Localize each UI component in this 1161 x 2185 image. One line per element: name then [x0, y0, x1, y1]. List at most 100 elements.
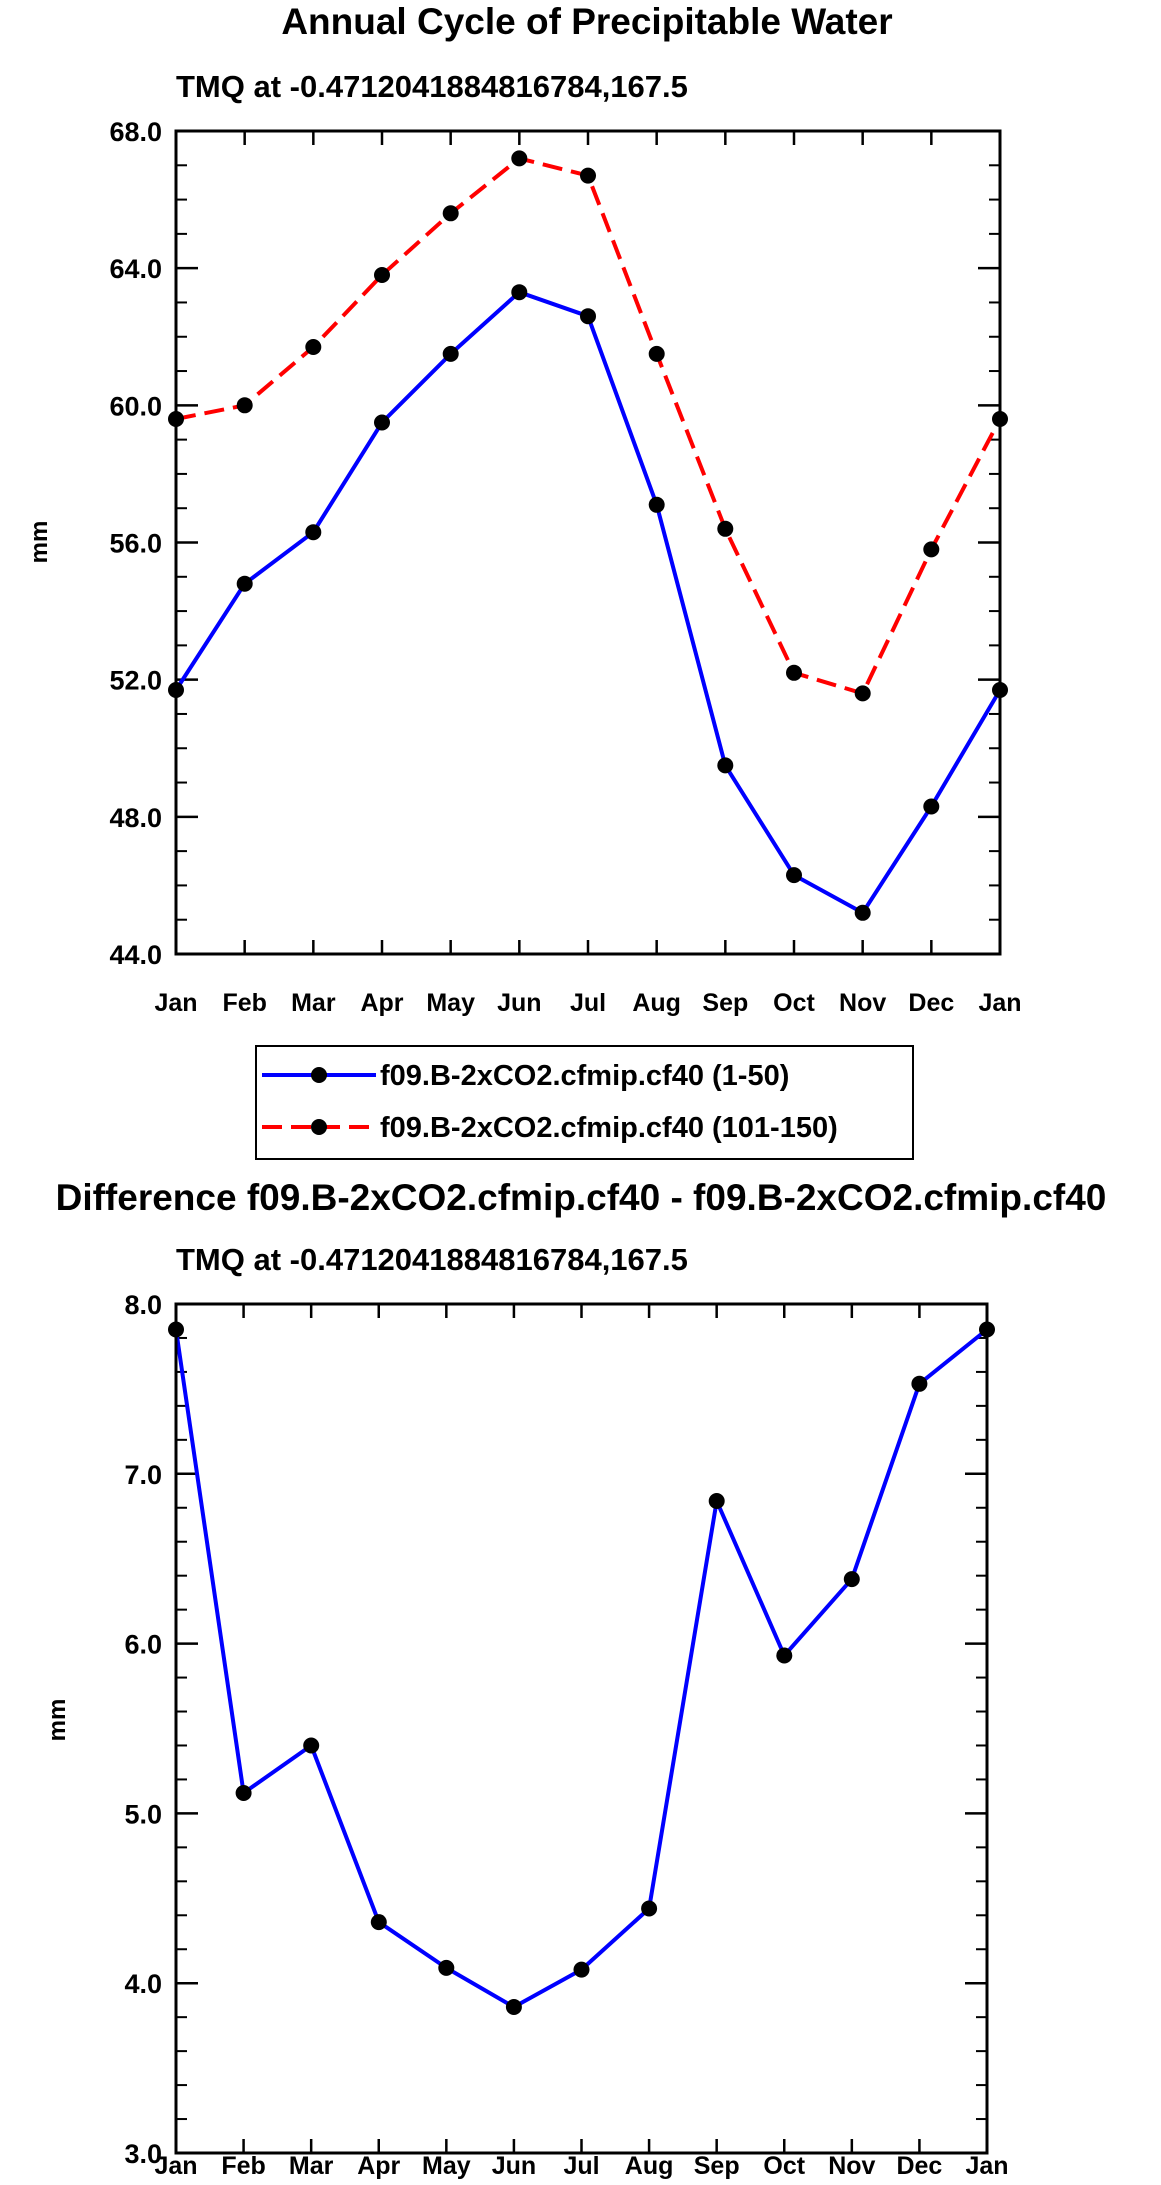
x-tick-label: Sep — [694, 2152, 740, 2180]
x-tick-label: May — [426, 989, 475, 1017]
chart-1-series-lines — [174, 156, 1002, 915]
data-point-s2-2 — [305, 339, 322, 355]
x-tick-label: Oct — [773, 989, 815, 1017]
data-point-s1-9 — [786, 867, 802, 884]
x-tick-label: Jun — [492, 2152, 536, 2180]
chart-1-ylabel: mm — [26, 521, 53, 564]
x-tick-label: Apr — [357, 2152, 400, 2180]
x-tick-label: Jul — [570, 989, 606, 1017]
series-line-2 — [175, 156, 1002, 696]
data-point-s1-3 — [374, 414, 390, 431]
data-point-s1-6 — [573, 1961, 590, 1978]
x-tick-label: Oct — [763, 2152, 805, 2180]
data-point-s1-3 — [370, 1914, 387, 1931]
y-tick-label: 5.0 — [124, 1799, 162, 1829]
chart-2-title: Difference f09.B-2xCO2.cfmip.cf40 - f09.… — [56, 1177, 1107, 1218]
data-point-s1-7 — [648, 496, 665, 513]
legend-marker-1 — [311, 1067, 327, 1083]
data-point-s2-11 — [923, 541, 940, 558]
y-tick-label: 3.0 — [124, 2139, 162, 2169]
x-tick-label: Jan — [965, 2152, 1008, 2180]
chart-2-series-points — [168, 1321, 995, 2015]
data-point-s1-8 — [717, 757, 734, 774]
x-tick-label: Jan — [154, 2152, 197, 2180]
x-tick-label: Nov — [828, 2152, 875, 2180]
x-tick-label: Aug — [632, 989, 681, 1017]
x-tick-label: Mar — [289, 2152, 334, 2180]
x-tick-label: Jan — [154, 989, 197, 1017]
data-point-s1-11 — [923, 798, 940, 815]
data-point-s2-3 — [374, 267, 390, 283]
x-tick-label: Jun — [497, 989, 541, 1017]
chart-1-legend: f09.B-2xCO2.cfmip.cf40 (1-50) f09.B-2xCO… — [255, 1045, 914, 1160]
x-tick-label: Dec — [908, 989, 954, 1017]
y-tick-label: 64.0 — [109, 254, 162, 284]
data-point-s1-1 — [235, 1785, 252, 1801]
y-tick-label: 44.0 — [109, 940, 162, 970]
x-tick-label: Sep — [702, 989, 748, 1017]
x-tick-label: Nov — [839, 989, 886, 1017]
legend-label-2: f09.B-2xCO2.cfmip.cf40 (101-150) — [380, 1112, 838, 1144]
chart-1-plot-frame — [174, 129, 1002, 956]
legend-box — [255, 1045, 914, 1160]
chart-1-x-tick-labels: Jan Feb Mar Apr May Jun Jul Aug Sep Oct Nov Dec Jan — [154, 989, 1021, 1017]
data-point-s1-11 — [911, 1375, 928, 1392]
data-point-s1-10 — [854, 904, 871, 921]
data-point-s2-8 — [717, 520, 734, 537]
chart-2: Difference f09.B-2xCO2.cfmip.cf40 - f09.… — [44, 1177, 1106, 2180]
x-tick-label: Apr — [360, 989, 403, 1017]
chart-2-plot-frame — [174, 1302, 989, 2155]
y-tick-label: 60.0 — [109, 391, 162, 421]
data-point-s1-9 — [776, 1647, 793, 1664]
x-tick-label: Jan — [978, 989, 1021, 1017]
data-point-s1-2 — [303, 1737, 320, 1754]
series-line-1 — [174, 290, 1002, 915]
chart-2-y-tick-labels: 3.0 4.0 5.0 6.0 7.0 8.0 — [124, 1290, 162, 2169]
data-point-s1-6 — [580, 308, 596, 325]
chart-1: Annual Cycle of Precipitable Water TMQ a… — [26, 1, 1022, 1160]
y-tick-label: 7.0 — [124, 1460, 162, 1490]
legend-marker-2 — [311, 1119, 327, 1135]
data-point-s1-2 — [305, 524, 322, 541]
x-tick-label: Aug — [625, 2152, 674, 2180]
data-point-s1-7 — [641, 1900, 658, 1917]
y-tick-label: 48.0 — [109, 803, 162, 833]
x-tick-label: Mar — [291, 989, 336, 1017]
chart-1-subtitle: TMQ at -0.4712041884816784,167.5 — [176, 69, 688, 104]
chart-1-y-tick-labels: 44.0 48.0 52.0 56.0 60.0 64.0 68.0 — [109, 117, 162, 970]
data-point-s2-6 — [580, 167, 596, 184]
y-tick-label: 8.0 — [124, 1290, 162, 1320]
x-tick-label: Feb — [222, 989, 266, 1017]
data-point-s1-5 — [505, 1999, 522, 2015]
y-tick-label: 6.0 — [124, 1630, 162, 1660]
x-tick-label: May — [422, 2152, 471, 2180]
legend-label-1: f09.B-2xCO2.cfmip.cf40 (1-50) — [380, 1060, 789, 1092]
y-tick-label: 52.0 — [109, 666, 162, 696]
data-point-s2-1 — [236, 397, 253, 414]
legend-entry-2: f09.B-2xCO2.cfmip.cf40 (101-150) — [262, 1112, 838, 1144]
data-point-s1-4 — [442, 345, 459, 362]
chart-2-ylabel: mm — [44, 1699, 71, 1742]
y-tick-label: 56.0 — [109, 529, 162, 559]
data-point-s1-4 — [438, 1959, 455, 1976]
data-point-s2-4 — [442, 205, 459, 222]
series-line-1 — [174, 1327, 989, 2009]
chart-2-series-lines — [174, 1327, 989, 2009]
chart-1-series-points — [168, 150, 1008, 921]
data-point-s2-9 — [786, 664, 802, 681]
data-point-s2-10 — [854, 685, 871, 702]
legend-entry-1: f09.B-2xCO2.cfmip.cf40 (1-50) — [262, 1060, 789, 1092]
data-point-s1-5 — [511, 284, 528, 301]
data-point-s1-1 — [236, 575, 253, 592]
x-tick-label: Dec — [896, 2152, 942, 2180]
y-tick-label: 4.0 — [124, 1969, 162, 1999]
chart-1-title: Annual Cycle of Precipitable Water — [281, 1, 892, 42]
chart-2-ticks — [174, 1302, 989, 2155]
data-point-s2-5 — [511, 150, 528, 167]
y-tick-label: 68.0 — [109, 117, 162, 147]
data-point-s1-8 — [708, 1493, 725, 1509]
chart-2-subtitle: TMQ at -0.4712041884816784,167.5 — [176, 1242, 688, 1277]
chart-2-x-tick-labels: Jan Feb Mar Apr May Jun Jul Aug Sep Oct Nov Dec Jan — [154, 2152, 1008, 2180]
x-tick-label: Feb — [221, 2152, 265, 2180]
